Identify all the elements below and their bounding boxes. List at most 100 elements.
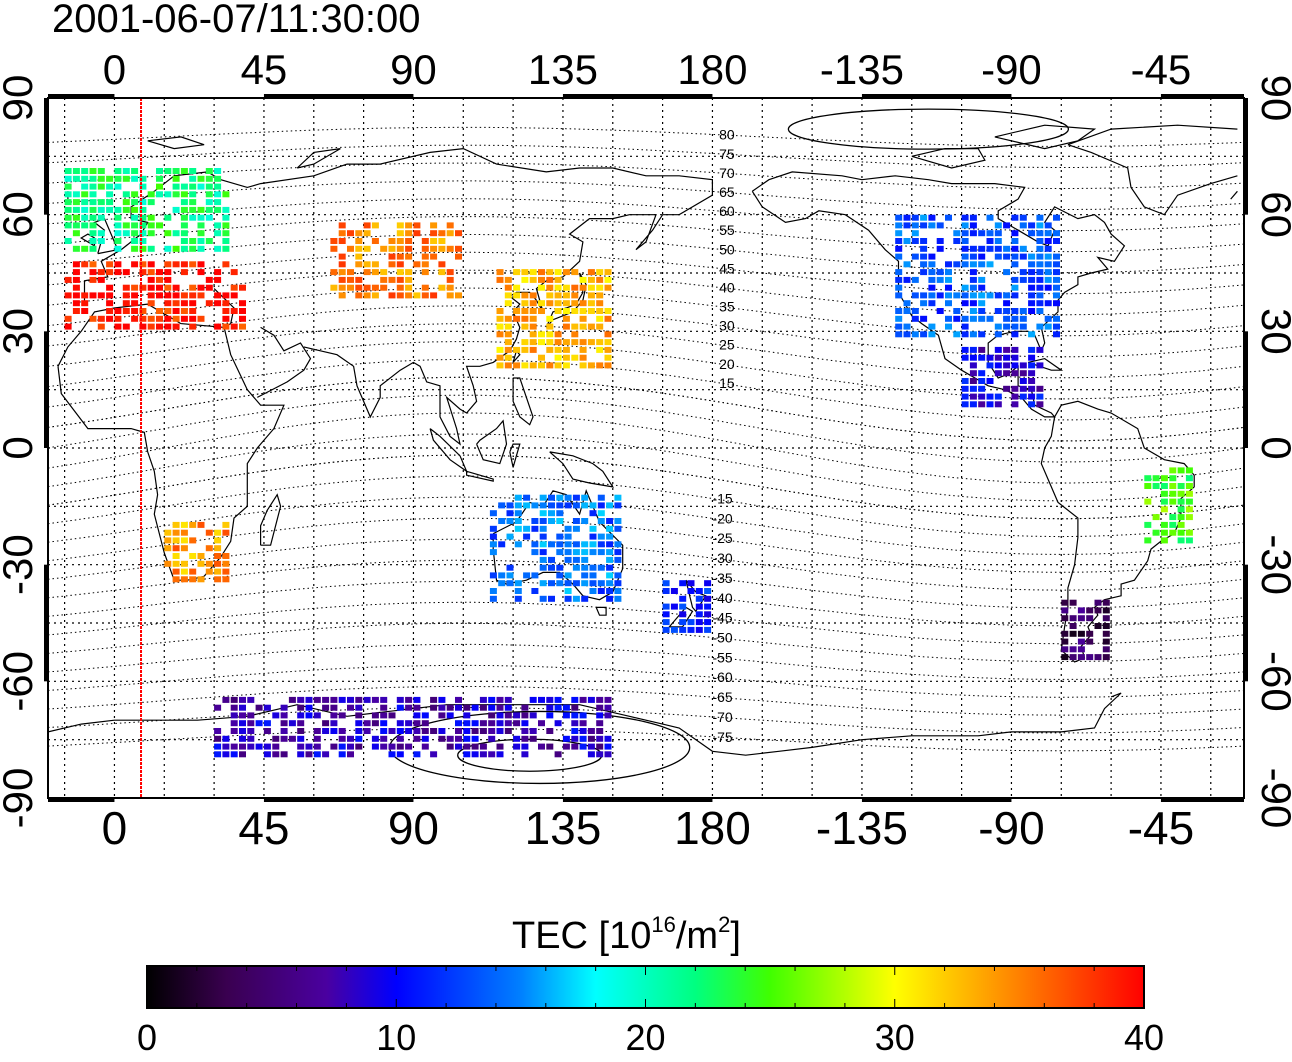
tec-cell [546,728,554,734]
coastline [429,428,468,473]
tec-cell [172,261,180,268]
tec-cell [546,331,554,338]
tec-cell [936,269,944,276]
tec-cell [1185,490,1193,497]
tec-cell [969,370,977,377]
top-longitude-label: 90 [390,46,437,93]
tec-cell [504,323,512,330]
tec-cell [172,529,180,536]
tec-cell [496,276,504,283]
tec-cell [222,743,230,750]
tec-cell [180,315,188,322]
tec-cell [587,339,595,346]
tec-cell [581,580,589,587]
maglat-label: -50 [712,630,732,646]
tec-cell [471,743,479,750]
tec-cell [556,494,564,501]
tec-cell [554,720,562,727]
tec-cell [1053,315,1060,322]
tec-cell [1053,292,1060,299]
tec-cell [371,292,379,299]
tec-cell [180,238,188,244]
tec-cell [180,261,188,268]
tec-cell [131,300,139,307]
tec-cell [571,720,579,727]
tec-cell [89,222,97,229]
tec-cell [114,175,122,182]
tec-cell [1028,362,1036,369]
tec-cell [189,292,197,299]
tec-cell [180,529,188,536]
tec-cell [131,230,139,237]
tec-cell [978,284,986,291]
tec-cell [413,720,421,727]
tec-cell [895,253,903,260]
tec-cell [405,238,413,244]
tec-cell [1094,654,1102,661]
tec-cell [614,556,622,563]
tec-cell [164,308,172,314]
tec-cell [114,222,122,229]
tec-cell [205,560,213,567]
tec-cell [986,292,994,299]
maglat-contour [48,358,1244,421]
tec-cell [581,518,589,524]
tec-cell [139,206,147,213]
tec-cell [446,230,454,237]
tec-cell [695,603,703,610]
tec-cell [571,735,579,742]
tec-cell [338,292,346,299]
tec-cell [546,696,554,703]
coastline [260,493,282,546]
tec-cell [538,743,545,750]
tec-cell [496,362,504,369]
tec-cell [413,230,421,237]
tec-cell [1053,323,1060,330]
tec-cell [156,292,163,299]
tec-cell [513,346,521,353]
tec-cell [548,518,555,524]
tec-cell [1044,269,1052,276]
tec-cell [1036,276,1044,283]
tec-cell [72,191,80,198]
tec-cell [961,393,969,400]
tec-cell [969,315,977,322]
tec-cell [562,704,570,711]
tec-cell [180,230,188,237]
tec-cell [156,175,163,182]
tec-cell [413,222,421,229]
tec-cell [263,720,271,727]
tec-cell [978,308,986,314]
tec-cell [438,735,446,742]
tec-cell [355,238,363,244]
tec-cell [147,300,155,307]
tec-cell [606,556,614,563]
tec-cell [446,284,454,291]
tec-cell [64,315,72,322]
tec-cell [969,222,977,229]
tec-cell [679,611,687,618]
tec-cell [1177,483,1185,489]
tec-cell [380,284,388,291]
tec-cell [172,245,180,252]
tec-cell [455,292,462,299]
tec-cell [280,704,288,711]
tec-cell [64,199,72,206]
tec-cell [197,183,205,190]
tec-cell [969,276,977,283]
top-longitude-label: -135 [820,46,904,93]
tec-cell [214,568,222,575]
tec-cell [572,564,580,571]
tec-cell [189,261,197,268]
tec-cell [197,553,205,559]
tec-cell [506,502,514,509]
tec-cell [355,743,363,750]
tec-cell [1011,362,1019,369]
tec-cell [330,238,338,244]
tec-cell [554,300,562,307]
tec-cell [504,339,512,346]
tec-cell [347,735,354,742]
maglat-label: -20 [712,510,732,526]
tec-cell [197,284,205,291]
tec-cell [556,541,564,548]
